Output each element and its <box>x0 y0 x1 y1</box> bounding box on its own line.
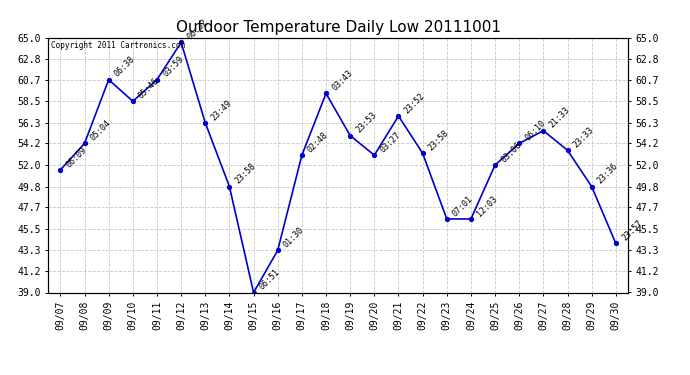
Text: 03:59: 03:59 <box>161 55 185 79</box>
Text: 23:58: 23:58 <box>234 162 257 186</box>
Text: 23:58: 23:58 <box>427 128 451 153</box>
Text: 03:27: 03:27 <box>379 130 402 154</box>
Text: 06:09: 06:09 <box>65 145 88 169</box>
Text: 01:30: 01:30 <box>282 225 306 249</box>
Text: 06:51: 06:51 <box>258 268 282 292</box>
Title: Outdoor Temperature Daily Low 20111001: Outdoor Temperature Daily Low 20111001 <box>175 20 501 35</box>
Text: 06:38: 06:38 <box>113 55 137 79</box>
Text: 23:52: 23:52 <box>403 91 426 115</box>
Text: 03:43: 03:43 <box>331 69 354 93</box>
Text: 23:36: 23:36 <box>596 162 620 186</box>
Text: 21:33: 21:33 <box>548 106 571 130</box>
Text: 03:06: 03:06 <box>500 140 523 164</box>
Text: 05:04: 05:04 <box>89 118 112 142</box>
Text: 06:10: 06:10 <box>524 118 547 142</box>
Text: 23:53: 23:53 <box>355 111 378 135</box>
Text: 23:33: 23:33 <box>572 126 595 150</box>
Text: 05:46: 05:46 <box>137 76 161 101</box>
Text: 06:32: 06:32 <box>186 18 209 42</box>
Text: Copyright 2011 Cartronics.com: Copyright 2011 Cartronics.com <box>51 41 186 50</box>
Text: 23:49: 23:49 <box>210 98 233 122</box>
Text: 02:48: 02:48 <box>306 130 330 154</box>
Text: 23:57: 23:57 <box>620 219 644 243</box>
Text: 07:01: 07:01 <box>451 194 475 218</box>
Text: 12:03: 12:03 <box>475 194 499 218</box>
